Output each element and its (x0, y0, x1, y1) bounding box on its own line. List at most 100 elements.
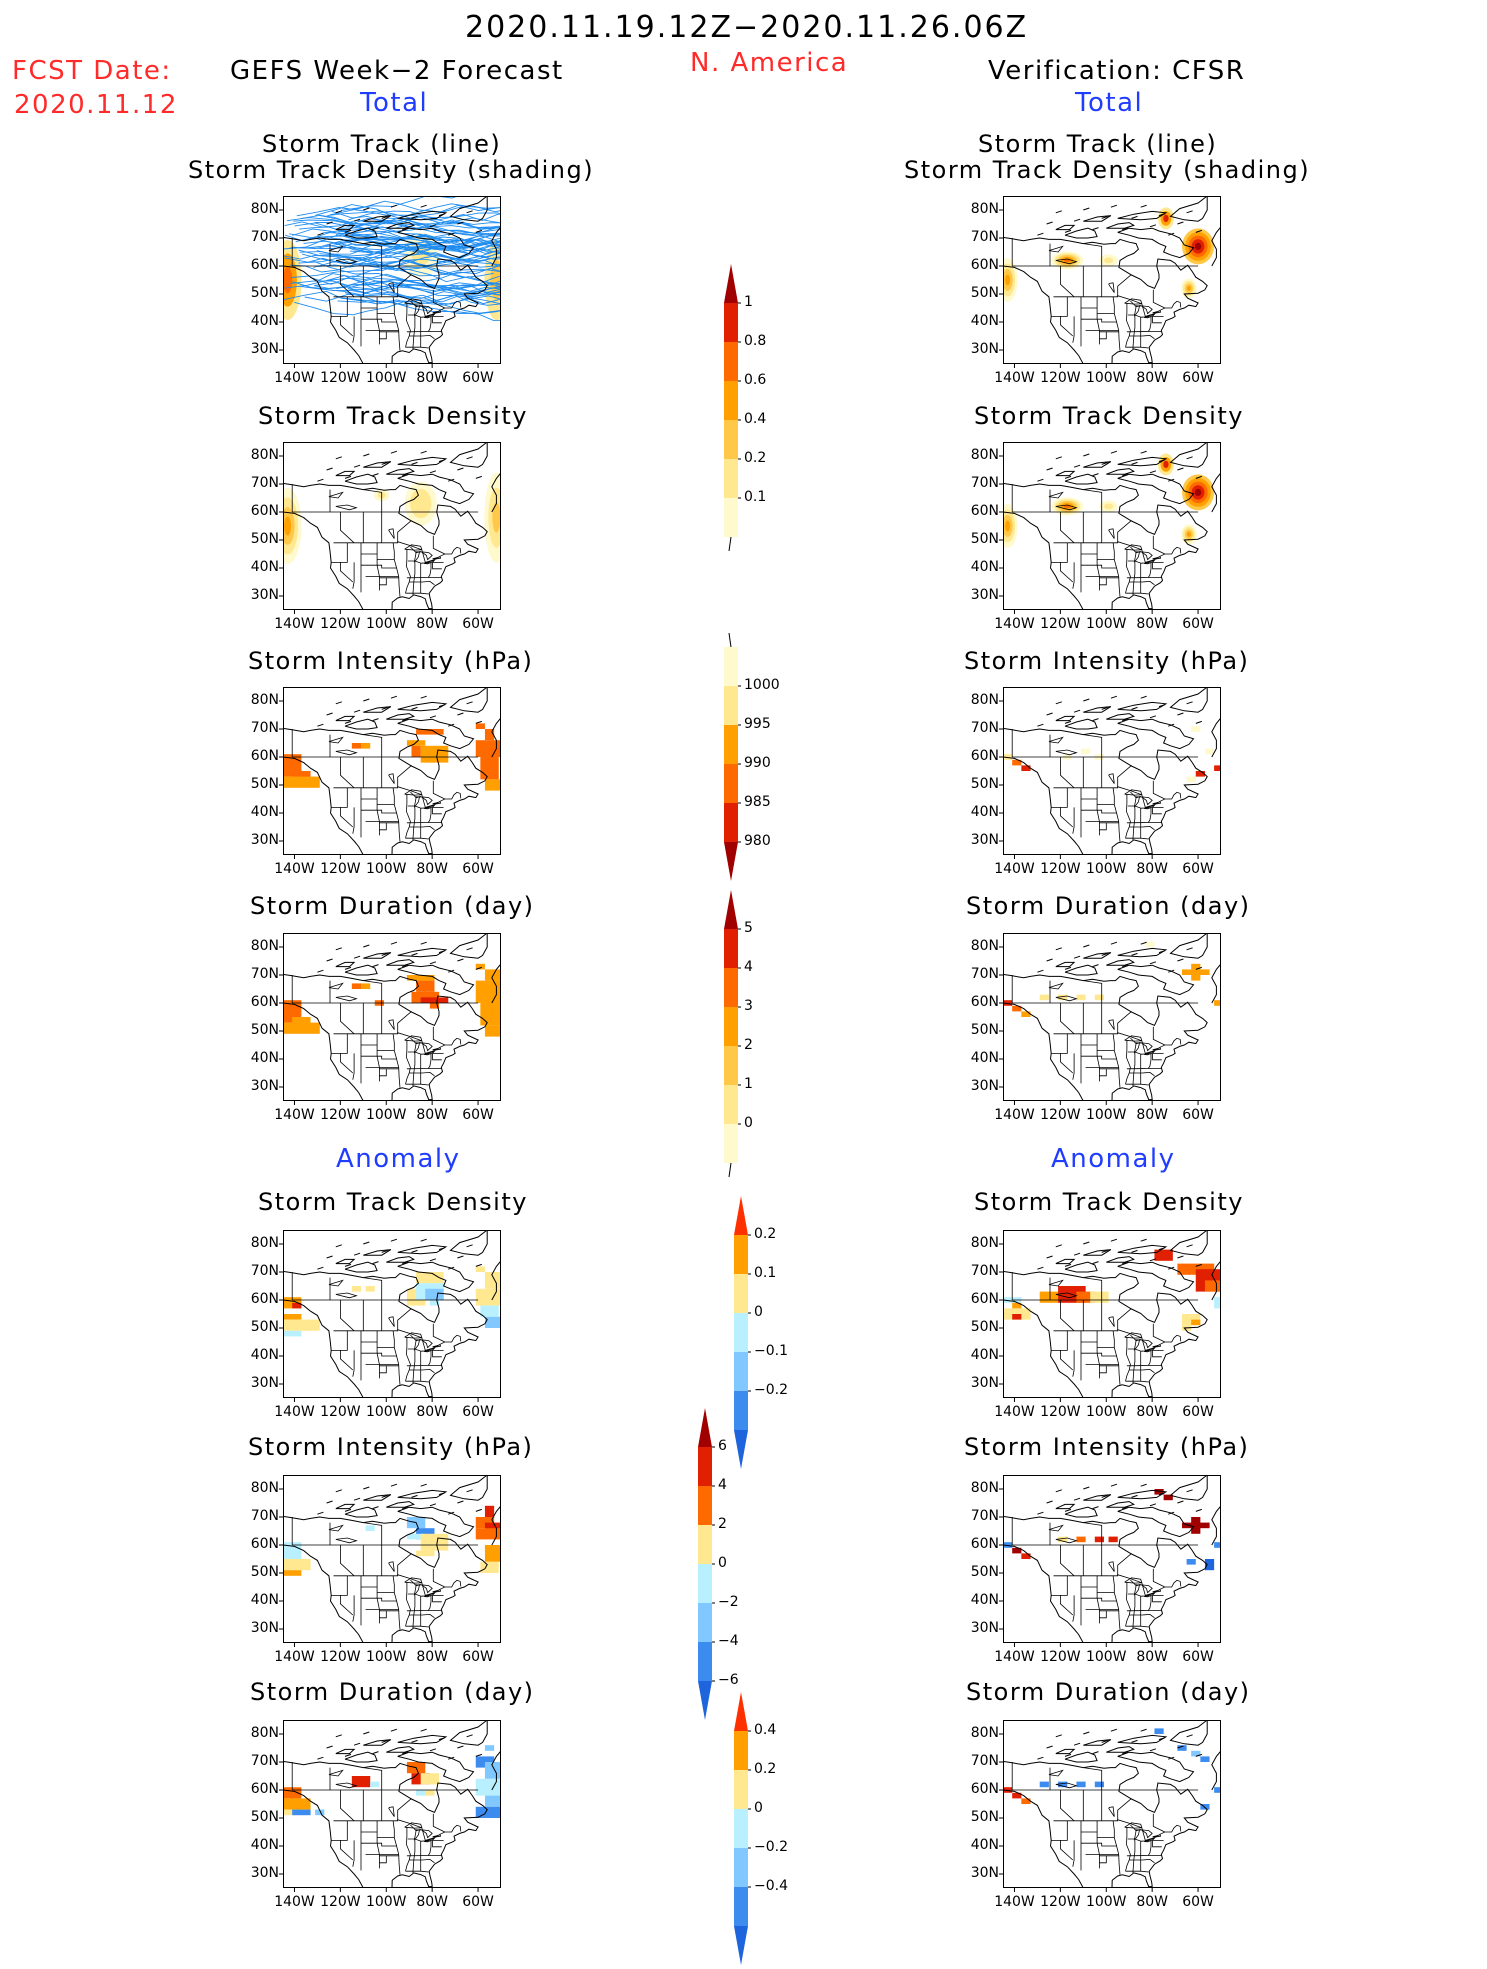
colorbar-label: 0 (744, 1115, 753, 1131)
lat-label: 80N (970, 1235, 999, 1251)
panel-title-track-shading-right: Storm Track Density (shading) (904, 156, 1311, 184)
lon-label: 140W (274, 616, 315, 632)
grid-cell (283, 1570, 302, 1576)
lat-label: 40N (970, 1050, 999, 1066)
lat-label: 40N (970, 1347, 999, 1363)
grid-cell (1012, 1302, 1022, 1309)
colorbar-label: 0.8 (744, 333, 767, 349)
grid-cell (484, 1545, 501, 1562)
colorbar-swatch (724, 303, 738, 342)
lat-label: 50N (970, 1809, 999, 1825)
grid-cell (1191, 1750, 1201, 1757)
grid-cell (351, 1776, 371, 1788)
lon-label: 60W (462, 1649, 494, 1665)
colorbar-swatch (734, 1809, 748, 1848)
colorbar-swatch (734, 1391, 748, 1430)
lat-label: 40N (250, 1592, 279, 1608)
lat-label: 70N (250, 475, 279, 491)
colorbar-swatch (724, 764, 738, 803)
grid-cell (420, 745, 449, 763)
panel-title-density-left: Storm Track Density (258, 402, 528, 430)
lat-label: 80N (970, 1480, 999, 1496)
panel-title-track-line-right: Storm Track (line) (978, 130, 1218, 158)
grid-cell (370, 1781, 380, 1788)
colorbar-swatch (698, 1525, 712, 1564)
grid-cell (484, 1522, 501, 1534)
grid-cell (1003, 1787, 1013, 1793)
grid-cell (406, 740, 426, 746)
colorbar-label: 0.2 (754, 1226, 777, 1242)
lat-label: 80N (250, 1480, 279, 1496)
lat-label: 70N (970, 475, 999, 491)
lat-label: 50N (970, 1319, 999, 1335)
grid-cell (1090, 1291, 1109, 1303)
panel-title-anom-duration-right: Storm Duration (day) (966, 1678, 1251, 1706)
grid-cell (475, 723, 485, 729)
grid-cell (406, 975, 435, 981)
grid-cell (283, 1559, 311, 1571)
lat-label: 70N (250, 720, 279, 736)
lon-label: 100W (1085, 1404, 1127, 1420)
lon-label: 120W (1040, 370, 1081, 386)
panel-title-anom-density-left: Storm Track Density (258, 1188, 528, 1216)
grid-cell (1181, 969, 1210, 975)
lon-label: 80W (1136, 1404, 1168, 1420)
colorbar-swatch (724, 420, 738, 459)
lon-label: 100W (1085, 1107, 1127, 1123)
lat-label: 30N (250, 587, 279, 603)
density-blob (1099, 500, 1118, 513)
colorbar-label: −0.1 (754, 1343, 788, 1359)
colorbar-label: −0.4 (754, 1878, 788, 1894)
grid-cell (1094, 994, 1104, 1001)
grid-cell (416, 1528, 435, 1540)
grid-cell (416, 729, 435, 735)
map-anom-duration-gefs: 80N 70N 60N 50N 40N 30N 140W 120W 100W 80W 60W (251, 1720, 501, 1910)
grid-cell (420, 1533, 449, 1551)
lat-label: 30N (250, 341, 279, 357)
colorbar-label: 4 (744, 959, 753, 975)
lat-label: 60N (970, 994, 999, 1010)
colorbar-label: 0 (718, 1555, 727, 1571)
verification-title: Verification: CFSR (988, 56, 1246, 86)
colorbar-swatch (698, 1486, 712, 1525)
lat-label: 30N (970, 341, 999, 357)
map-total-track-gefs: 80N 70N 60N 50N 40N 30N 140W 120W 100W 80W 60W (251, 196, 501, 386)
lon-label: 100W (1085, 861, 1127, 877)
colorbar-swatch (724, 459, 738, 498)
basemap (1003, 687, 1221, 855)
grid-cell (1200, 1804, 1210, 1810)
colorbar-swatch (734, 1848, 748, 1887)
lat-label: 30N (250, 832, 279, 848)
grid-cell (1003, 754, 1013, 760)
grid-cell (315, 1809, 325, 1816)
density-blob (1182, 228, 1215, 265)
lon-label: 120W (1040, 1107, 1081, 1123)
grid-cell (1214, 1297, 1221, 1309)
grid-cell (1021, 1011, 1031, 1017)
lon-label: 140W (274, 1404, 315, 1420)
panel-title-duration-left: Storm Duration (day) (250, 892, 535, 920)
colorbar-swatch (698, 1603, 712, 1642)
grid-cell (1012, 1547, 1022, 1554)
lon-label: 60W (1182, 1649, 1214, 1665)
density-blob (1099, 254, 1118, 267)
grid-cell (283, 1798, 311, 1810)
grid-cell (484, 1025, 501, 1037)
lat-label: 50N (250, 1319, 279, 1335)
grid-cell (1039, 1291, 1059, 1303)
grid-cell (480, 1561, 499, 1573)
colorbar-label: 0.1 (754, 1265, 777, 1281)
lat-label: 80N (970, 692, 999, 708)
grid-cell (1186, 1559, 1196, 1565)
grid-cell (292, 771, 311, 783)
lat-label: 50N (250, 285, 279, 301)
grid-cell (1154, 1489, 1164, 1495)
colorbar-label: 0.4 (754, 1722, 777, 1738)
colorbar-swatch (734, 1196, 748, 1235)
grid-cell (411, 991, 440, 1003)
lat-label: 70N (250, 1753, 279, 1769)
basemap (283, 1720, 501, 1888)
lon-label: 120W (320, 370, 361, 386)
lon-label: 60W (1182, 616, 1214, 632)
lat-label: 70N (250, 1508, 279, 1524)
